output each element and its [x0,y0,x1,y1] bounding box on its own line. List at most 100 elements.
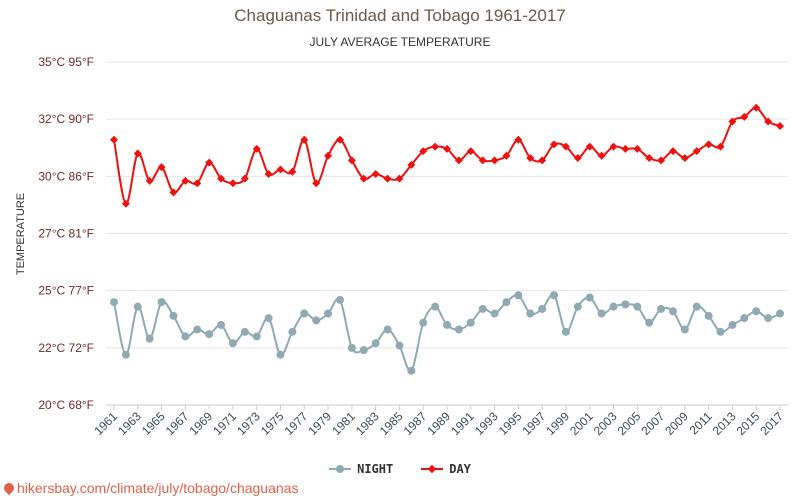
x-tick-label: 1983 [353,409,382,438]
day-point [383,174,392,183]
day-point [264,170,273,179]
night-point [288,327,297,336]
x-tick-label: 1991 [448,409,477,438]
legend-item-night[interactable]: NIGHT [329,462,393,476]
chart-title: Chaguanas Trinidad and Tobago 1961-2017 [234,6,566,25]
day-point [288,167,297,176]
night-series [110,291,784,375]
day-point [633,144,642,153]
chart-subtitle: JULY AVERAGE TEMPERATURE [309,35,491,49]
night-series-icon [329,464,352,474]
night-point [597,309,606,318]
y-tick-label: 22°C 72°F [38,341,94,355]
night-point [347,343,356,352]
x-tick-label: 1989 [424,409,453,438]
night-point [561,327,570,336]
night-point [776,309,784,318]
day-point [490,156,499,165]
day-point [240,174,249,183]
night-point [478,304,487,313]
x-tick-label: 2011 [687,409,715,437]
night-point [157,298,166,307]
day-point [668,147,677,156]
day-point [657,156,666,165]
night-point [764,314,773,323]
y-tick-label: 32°C 90°F [38,112,94,126]
y-axis: 20°C 68°F 22°C 72°F 25°C 77°F 27°C 81°F 30°C… [38,55,94,412]
day-point [121,199,130,208]
x-tick-label: 1987 [401,409,430,438]
x-tick-label: 1985 [377,409,406,438]
night-point [252,332,261,341]
night-point [300,309,309,318]
x-tick-label: 1981 [329,409,358,438]
x-tick-label: 2013 [710,409,739,438]
legend: NIGHT DAY [0,462,800,476]
day-series-icon [421,464,444,474]
day-point [347,156,356,165]
night-point [110,298,118,307]
grid-lines [106,61,788,406]
day-point [205,158,214,167]
day-point [645,154,654,163]
y-tick-label: 35°C 95°F [38,55,94,69]
x-tick-label: 1999 [543,409,572,438]
night-point [395,341,404,350]
night-point [431,302,440,311]
source-link[interactable]: hikersbay.com/climate/july/tobago/chagua… [1,480,299,496]
night-point [407,366,416,375]
day-point [145,176,154,185]
night-point [668,307,677,316]
x-tick-label: 1963 [115,409,144,438]
night-point [550,291,559,300]
night-point [193,325,202,334]
day-point [133,149,142,158]
day-point [276,165,285,174]
day-point [740,112,749,121]
night-point [383,325,392,334]
x-tick-label: 1973 [234,409,263,438]
night-point [276,350,285,359]
night-point [264,314,273,323]
night-point [609,302,618,311]
x-tick-label: 1997 [519,409,548,438]
night-point [228,339,237,348]
night-point [490,309,499,318]
day-point [252,144,261,153]
night-point [454,325,463,334]
night-point [121,350,130,359]
y-tick-label: 25°C 77°F [38,284,94,298]
day-point [443,144,451,153]
legend-item-day[interactable]: DAY [421,462,471,476]
day-point [776,122,784,131]
night-point [526,309,535,318]
day-point [371,170,380,179]
night-point [133,302,142,311]
x-tick-label: 1961 [91,409,120,438]
night-point [538,304,547,313]
day-point [193,179,202,188]
night-point [205,330,214,339]
night-point [419,318,428,327]
x-tick-label: 2001 [567,409,596,438]
night-point [728,320,737,329]
x-tick-label: 1995 [496,409,525,438]
x-tick-label: 1993 [472,409,501,438]
x-axis: 1961196319651967196919711973197519771979… [91,404,788,438]
day-point [312,179,321,188]
x-tick-label: 1979 [305,409,334,438]
day-point [478,156,487,165]
day-point [514,135,523,144]
x-tick-label: 1975 [258,409,287,438]
night-line [113,293,781,372]
night-point [502,298,511,307]
day-point [704,140,713,149]
day-point [169,188,178,197]
day-point [573,154,582,163]
day-point [228,179,237,188]
x-tick-label: 1977 [282,409,311,438]
night-point [704,311,713,320]
source-link-text: hikersbay.com/climate/july/tobago/chagua… [17,480,299,496]
y-tick-label: 27°C 81°F [38,227,94,241]
legend-day-label: DAY [449,462,471,476]
